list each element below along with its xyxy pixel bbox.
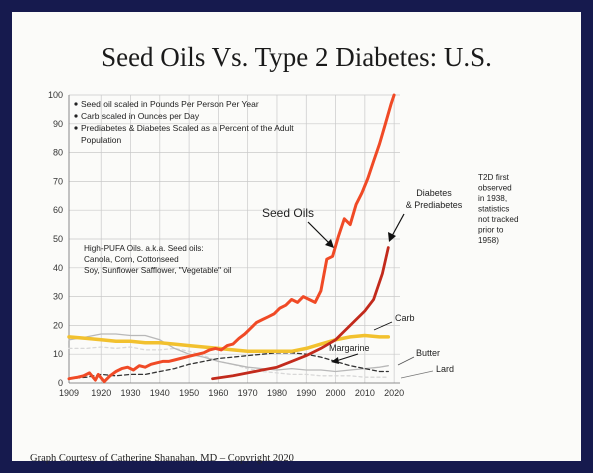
note-bullet <box>74 102 78 106</box>
seed-oil-note-line: Soy, Sunflower Safflower, "Vegetable" oi… <box>84 266 232 275</box>
leader-carb <box>373 321 393 331</box>
t2d-note-line: statistics <box>478 205 509 214</box>
chart-credit: Graph Courtesy of Catherine Shanahan, MD… <box>30 453 294 464</box>
note-seed-oil-scale: Seed oil scaled in Pounds Per Person Per… <box>81 99 259 109</box>
seed-oil-note-line: Canola, Corn, Cottonseed <box>84 255 179 264</box>
note-diabetes-scale-cont: Population <box>81 135 121 145</box>
y-tick-label: 70 <box>53 176 63 186</box>
x-tick-label: 1950 <box>179 388 199 398</box>
note-bullet <box>74 114 78 118</box>
x-tick-label: 2010 <box>355 388 375 398</box>
x-tick-label: 1920 <box>91 388 111 398</box>
x-tick-label: 1990 <box>296 388 316 398</box>
t2d-note-line: T2D first <box>478 173 510 182</box>
label-butter: Butter <box>416 348 440 358</box>
slide: Seed Oils Vs. Type 2 Diabetes: U.S. 0 10 2… <box>12 12 581 464</box>
note-diabetes-scale: Prediabetes & Diabetes Scaled as a Perce… <box>81 123 294 133</box>
t2d-note-line: prior to <box>478 226 504 235</box>
y-tick-label: 0 <box>58 378 63 388</box>
leader-butter <box>397 356 415 366</box>
series-line-diabetes <box>211 246 390 381</box>
y-tick-label: 100 <box>48 90 63 100</box>
line-chart: 0 10 20 30 40 50 60 70 80 90 100 1909 1920 1930 1940 19… <box>48 90 519 398</box>
label-lard: Lard <box>436 364 454 374</box>
note-bullet <box>74 126 78 130</box>
seed-oil-note-line: High-PUFA Oils. a.k.a. Seed oils: <box>84 244 204 253</box>
series-line-carb <box>67 333 391 354</box>
t2d-note-line: in 1938, <box>478 194 507 203</box>
arrow-margarine-line <box>335 353 359 362</box>
x-tick-label: 2020 <box>384 388 404 398</box>
y-tick-label: 30 <box>53 292 63 302</box>
chart-title: Seed Oils Vs. Type 2 Diabetes: U.S. <box>101 42 492 72</box>
label-diabetes-2: & Prediabetes <box>406 200 463 210</box>
label-margarine: Margarine <box>329 343 370 353</box>
y-tick-label: 50 <box>53 234 63 244</box>
x-tick-label: 2000 <box>326 388 346 398</box>
x-tick-label: 1960 <box>208 388 228 398</box>
x-tick-label: 1940 <box>150 388 170 398</box>
label-carb: Carb <box>395 313 415 323</box>
y-tick-label: 20 <box>53 320 63 330</box>
arrow-seed-oils-head <box>325 239 334 248</box>
series-line-seed-oils <box>67 93 396 384</box>
t2d-note-line: not tracked <box>478 215 519 224</box>
arrow-diabetes-line <box>391 213 405 237</box>
label-seed-oils: Seed Oils <box>262 206 314 220</box>
y-tick-label: 80 <box>53 148 63 158</box>
x-tick-label: 1909 <box>59 388 79 398</box>
series-line-butter <box>68 333 389 373</box>
t2d-note-line: observed <box>478 184 512 193</box>
x-tick-label: 1980 <box>267 388 287 398</box>
series-line-margarine <box>68 352 389 380</box>
series-line-lard <box>68 346 389 378</box>
y-tick-label: 90 <box>53 119 63 129</box>
y-tick-label: 10 <box>53 349 63 359</box>
arrow-margarine-head <box>331 357 339 364</box>
t2d-note-line: 1958) <box>478 236 499 245</box>
arrow-seed-oils-line <box>307 221 331 245</box>
label-diabetes-1: Diabetes <box>416 188 452 198</box>
y-tick-label: 40 <box>53 263 63 273</box>
y-tick-label: 60 <box>53 205 63 215</box>
leader-lard <box>400 370 434 379</box>
arrow-diabetes-head <box>388 232 396 242</box>
x-tick-label: 1970 <box>238 388 258 398</box>
note-carb-scale: Carb scaled in Ounces per Day <box>81 111 200 121</box>
x-tick-label: 1930 <box>120 388 140 398</box>
